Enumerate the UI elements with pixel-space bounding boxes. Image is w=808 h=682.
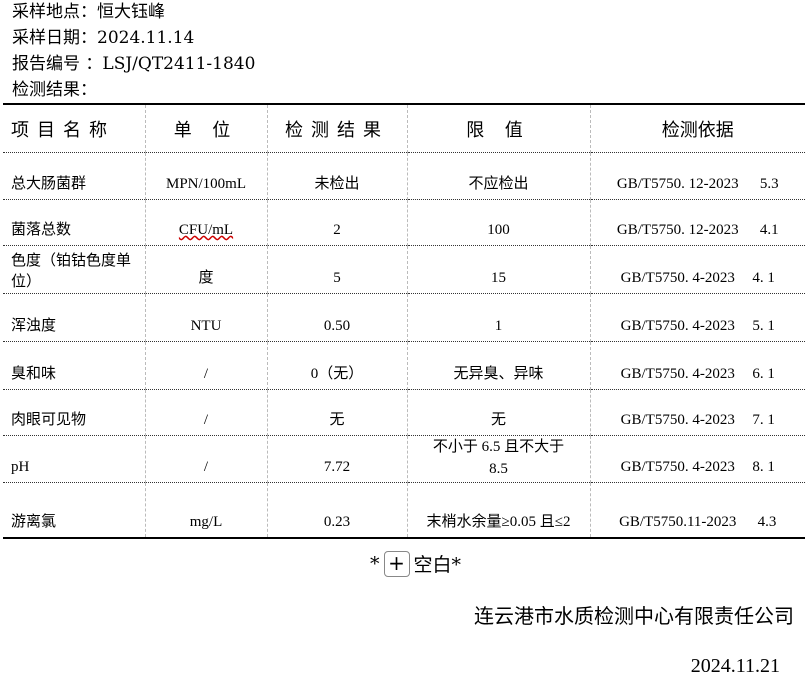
table-row: 肉眼可见物 / 无无 GB/T5750. 4-2023 7. 1 — [3, 389, 805, 436]
table-row: 色度（铂钴色度单位）度 5 15 GB/T5750. 4-2023 4. 1 — [3, 245, 805, 294]
limit: 1 — [406, 293, 591, 342]
standard-code: GB/T5750. 4-2023 — [620, 366, 735, 382]
table-row: 菌落总数 CFU/mL 2 100 GB/T5750. 12-2023 4.1 — [3, 199, 805, 246]
standard-clause: 8. 1 — [752, 459, 775, 475]
sampling-location: 采样地点：恒大钰峰 — [12, 2, 165, 22]
result: 无 — [266, 389, 408, 436]
standard-code: GB/T5750.11-2023 — [619, 513, 737, 530]
col-unit: 单 位 — [144, 104, 268, 153]
result: 5 — [266, 245, 408, 294]
report-number: 报告编号 ：LSJ/QT2411-1840 — [12, 54, 256, 74]
col-result: 检测结果 — [266, 104, 408, 153]
limit: 无异臭、异味 — [406, 341, 591, 390]
unit: mg/L — [144, 482, 268, 538]
unit: / — [144, 341, 268, 390]
blank-note: * + 空白* — [370, 550, 461, 577]
item-name: 游离氯 — [3, 482, 146, 538]
standard: GB/T5750. 4-2023 8. 1 — [589, 435, 805, 483]
standard: GB/T5750.11-2023 4.3 — [589, 482, 805, 538]
result: 未检出 — [266, 152, 408, 200]
item-name: 菌落总数 — [3, 199, 146, 246]
limit: 不应检出 — [406, 152, 591, 200]
limit: 不小于 6.5 且不大于 8.5 — [406, 435, 591, 483]
limit: 100 — [406, 199, 591, 246]
unit: MPN/100mL — [144, 152, 268, 200]
plus-icon[interactable]: + — [383, 550, 410, 577]
col-limit: 限 值 — [406, 104, 591, 153]
standard-clause: 4. 1 — [752, 270, 775, 286]
standard-clause: 5.3 — [759, 176, 779, 192]
table-row: 浑浊度 NTU 0.50 1 GB/T5750. 4-2023 5. 1 — [3, 293, 805, 342]
limit: 末梢水余量≥0.05 且≤2 — [406, 482, 591, 538]
standard-clause: 6. 1 — [752, 366, 775, 382]
unit: / — [144, 389, 268, 436]
blank-prefix: * — [370, 552, 380, 575]
item-name: 臭和味 — [3, 341, 146, 390]
item-name: 色度（铂钴色度单位） — [3, 245, 146, 294]
standard: GB/T5750. 4-2023 7. 1 — [589, 389, 805, 436]
table-row: 臭和味/0（无） 无异臭、异味 GB/T5750. 4-2023 6. 1 — [3, 341, 805, 390]
standard: GB/T5750. 4-2023 6. 1 — [589, 341, 805, 390]
report-date: 2024.11.21 — [690, 655, 780, 677]
standard-code: GB/T5750. 12-2023 — [616, 222, 739, 238]
result: 0.50 — [266, 293, 408, 342]
item-name: 总大肠菌群 — [3, 152, 146, 200]
unit: NTU — [144, 293, 268, 342]
standard-code: GB/T5750. 4-2023 — [620, 318, 735, 334]
item-name: pH — [3, 435, 146, 483]
standard-code: GB/T5750. 4-2023 — [620, 459, 735, 475]
standard: GB/T5750. 4-2023 4. 1 — [589, 245, 805, 294]
unit: / — [144, 435, 268, 483]
result: 2 — [266, 199, 408, 246]
result: 0.23 — [266, 482, 408, 538]
standard: GB/T5750. 12-2023 5.3 — [589, 152, 805, 200]
col-standard: 检测依据 — [589, 104, 805, 153]
blank-text: 空白* — [413, 554, 462, 576]
result: 7.72 — [266, 435, 408, 483]
table-header: 项目名称 单 位 检测结果 限 值 检测依据 — [3, 104, 805, 153]
unit: CFU/mL — [144, 199, 268, 246]
sampling-date: 采样日期：2024.11.14 — [12, 28, 195, 48]
standard-code: GB/T5750. 12-2023 — [616, 176, 739, 192]
unit: 度 — [144, 245, 268, 294]
limit: 无 — [406, 389, 591, 436]
result: 0（无） — [266, 341, 408, 390]
col-name: 项目名称 — [3, 104, 146, 153]
item-name: 肉眼可见物 — [3, 389, 146, 436]
standard-code: GB/T5750. 4-2023 — [620, 412, 735, 428]
results-table: 项目名称 单 位 检测结果 限 值 检测依据 总大肠菌群 MPN/100mL 未检出… — [3, 103, 805, 539]
standard-clause: 4.1 — [759, 222, 779, 238]
standard: GB/T5750. 12-2023 4.1 — [589, 199, 805, 246]
standard-clause: 7. 1 — [752, 412, 775, 428]
standard: GB/T5750. 4-2023 5. 1 — [589, 293, 805, 342]
table-row: pH/7.72 不小于 6.5 且不大于 8.5 GB/T5750. 4-2023 8… — [3, 435, 805, 483]
standard-clause: 4.3 — [757, 513, 777, 530]
organization-name: 连云港市水质检测中心有限责任公司 — [474, 604, 794, 628]
standard-code: GB/T5750. 4-2023 — [620, 270, 735, 286]
results-label: 检测结果： — [12, 80, 97, 100]
limit: 15 — [406, 245, 591, 294]
item-name: 浑浊度 — [3, 293, 146, 342]
table-row: 总大肠菌群 MPN/100mL 未检出 不应检出 GB/T5750. 12-2023 5.… — [3, 152, 805, 200]
standard-clause: 5. 1 — [752, 318, 775, 334]
table-row: 游离氯 mg/L 0.23 末梢水余量≥0.05 且≤2 GB/T5750.11-202… — [3, 482, 805, 538]
